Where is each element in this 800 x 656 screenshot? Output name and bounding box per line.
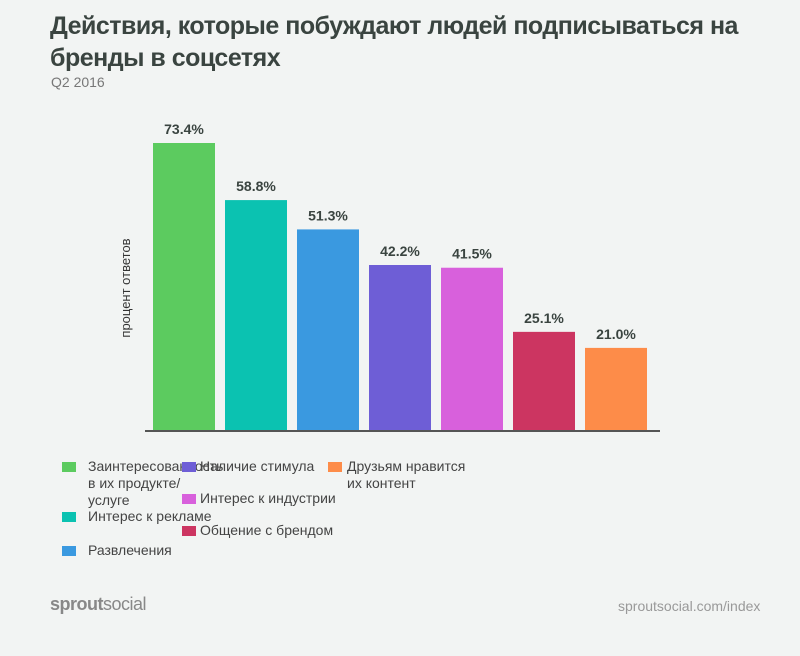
bar [153, 143, 215, 431]
legend-item-label: Друзьям нравится их контент [347, 458, 466, 491]
legend-item-label: Интерес к индустрии [200, 490, 336, 506]
bar [225, 200, 287, 430]
data-label: 58.8% [236, 178, 276, 194]
legend-item-label: Наличие стимула [200, 458, 315, 474]
bar [441, 267, 503, 430]
legend-item-label: Общение с брендом [200, 522, 334, 538]
data-label: 51.3% [308, 207, 348, 223]
legend-swatch [62, 462, 76, 472]
legend-swatch [62, 512, 76, 522]
bar [297, 229, 359, 430]
legend-swatch [328, 462, 342, 472]
data-label: 21.0% [596, 326, 636, 342]
legend-swatch [182, 462, 196, 472]
bar [369, 264, 431, 430]
legend-item-label: Развлечения [88, 542, 172, 558]
data-label: 73.4% [164, 121, 204, 137]
data-label: 25.1% [524, 310, 564, 326]
y-axis-label: процент ответов [118, 238, 133, 337]
bar [513, 331, 575, 430]
legend-swatch [62, 546, 76, 556]
legend-swatch [182, 526, 196, 536]
data-label: 42.2% [380, 243, 420, 259]
data-label: 41.5% [452, 246, 492, 262]
bar [585, 347, 647, 430]
chart-title: Действия, которые побуждают людей подпис… [50, 12, 738, 72]
sproutsocial-logo: sproutsocial [50, 594, 147, 614]
legend-item-label: Интерес к рекламе [88, 508, 212, 524]
chart-subtitle: Q2 2016 [51, 74, 105, 90]
legend-swatch [182, 494, 196, 504]
source-url: sproutsocial.com/index [618, 598, 761, 614]
